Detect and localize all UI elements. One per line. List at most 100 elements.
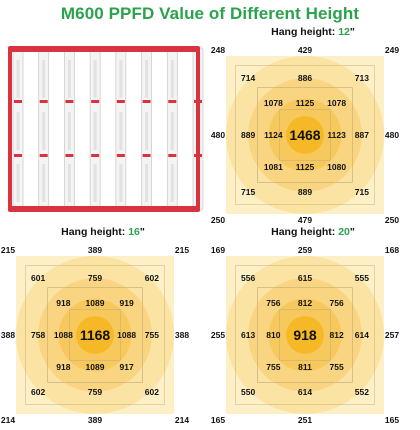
ppfd-value: 759 [87,386,103,397]
ppfd-value: 1468 [289,127,321,143]
ppfd-value: 480 [210,130,226,140]
ppfd-value: 429 [297,45,313,55]
hang-height-value: 20 [338,226,350,238]
ppfd-value: 918 [56,298,71,309]
ppfd-value: 812 [297,298,313,309]
hang-height-label: Hang height: 12" [213,26,413,38]
page-title: M600 PPFD Value of Different Height [60,4,360,23]
measurement-grid-2 [279,309,331,361]
hang-height-prefix: Hang height: [61,226,129,238]
ppfd-value: 251 [297,415,313,425]
ppfd-value: 602 [144,386,159,397]
ppfd-value: 715 [241,186,256,197]
bar-clip [116,100,125,103]
ppfd-value: 215 [174,245,190,255]
ppfd-value: 918 [293,327,317,343]
measurement-grid-1 [257,87,353,183]
ppfd-value: 1089 [85,361,105,372]
measurement-grid-2 [279,109,331,161]
bar-clip [142,100,151,103]
ppfd-value: 756 [266,298,281,309]
bar-clip [65,100,74,103]
measurement-grid-1 [47,287,143,383]
ppfd-value: 713 [354,73,369,84]
ppfd-value: 214 [174,415,190,425]
ppfd-value: 250 [384,215,400,225]
ppfd-value: 555 [354,273,369,284]
measurement-grid-outer [235,65,375,205]
ppfd-center-spot [76,316,114,354]
ppfd-value: 249 [384,45,400,55]
ppfd-value: 601 [31,273,46,284]
ppfd-value: 389 [87,415,103,425]
ppfd-value: 602 [31,386,46,397]
ppfd-value: 714 [241,73,256,84]
bar-clip [91,154,100,157]
ppfd-value: 812 [329,330,344,340]
hang-height-prefix: Hang height: [271,26,339,38]
ppfd-heatmap [16,256,174,414]
ppfd-map-20in: Hang height: 20" 169 168 165 165 259 255 257 25… [210,226,420,425]
ppfd-value: 388 [174,330,190,340]
bar-clip [91,100,100,103]
frame-top-rail [8,46,200,52]
bar-clip [168,100,177,103]
ppfd-value: 755 [329,361,344,372]
ppfd-value: 758 [31,330,46,340]
ppfd-value: 255 [210,330,226,340]
ppfd-value: 614 [354,330,369,340]
ppfd-value: 889 [241,130,256,140]
frame-right-rail [196,50,200,208]
bar-clip [116,154,125,157]
frame-left-rail [8,50,12,208]
ppfd-value: 480 [384,130,400,140]
grow-light-bar-fixture-icon [8,46,204,212]
ppfd-value: 615 [297,273,313,284]
ppfd-value: 214 [0,415,16,425]
ppfd-map-12in: Hang height: 12" 248 249 250 250 429 480 480 47… [210,26,416,225]
hang-height-label: Hang height: 16" [3,226,203,238]
hang-height-label: Hang height: 20" [213,226,413,238]
hang-height-unit: " [349,226,355,238]
bar-clip [142,154,151,157]
bar-clip [39,100,48,103]
bar-clip [168,154,177,157]
ppfd-value: 259 [297,245,313,255]
ppfd-map-16in: Hang height: 16" 215 215 214 214 389 388 388 38… [0,226,210,425]
ppfd-value: 602 [144,273,159,284]
measurement-grid-1 [257,287,353,383]
ppfd-value: 388 [0,330,16,340]
ppfd-value: 715 [354,186,369,197]
ppfd-value: 479 [297,215,313,225]
ppfd-center-spot [286,316,324,354]
ppfd-value: 919 [119,298,134,309]
ppfd-value: 552 [354,386,369,397]
ppfd-value: 250 [210,215,226,225]
ppfd-value: 1088 [117,330,137,340]
ppfd-value: 1123 [327,130,346,140]
ppfd-value: 613 [241,330,256,340]
hang-height-prefix: Hang height: [271,226,339,238]
ppfd-heatmap [226,256,384,414]
hang-height-unit: " [139,226,145,238]
ppfd-value: 756 [329,298,344,309]
ppfd-center-spot [286,116,324,154]
ppfd-value: 169 [210,245,226,255]
ppfd-value: 759 [87,273,103,284]
ppfd-value: 1168 [79,327,111,343]
ppfd-value: 257 [384,330,400,340]
ppfd-value: 886 [297,73,313,84]
ppfd-value: 1089 [85,298,105,309]
bar-clip [39,154,48,157]
measurement-grid-2 [69,309,121,361]
ppfd-value: 1124 [264,130,283,140]
ppfd-value: 1125 [295,161,315,172]
ppfd-value: 556 [241,273,256,284]
ppfd-value: 168 [384,245,400,255]
frame-bottom-rail [8,206,200,212]
ppfd-value: 215 [0,245,16,255]
ppfd-value: 1081 [263,161,283,172]
ppfd-value: 165 [210,415,226,425]
ppfd-value: 389 [87,245,103,255]
ppfd-value: 248 [210,45,226,55]
